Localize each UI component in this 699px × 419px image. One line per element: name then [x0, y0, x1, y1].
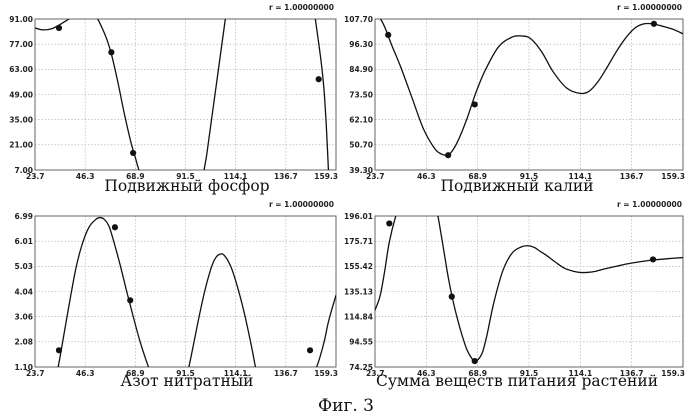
- y-tick-label: 114.84: [344, 312, 373, 321]
- chart-potassium: 23.746.368.991.5114.1136.7159.3107.7096.…: [344, 3, 685, 181]
- chart-plant-nutrients-sum: 23.746.368.991.5114.1136.7159.3196.01175…: [344, 174, 685, 378]
- y-tick-label: 175.71: [344, 237, 373, 246]
- data-point: [651, 21, 657, 27]
- plot-frame: [35, 19, 336, 170]
- y-tick-label: 107.70: [344, 15, 373, 24]
- data-point: [108, 49, 114, 55]
- y-tick-label: 96.30: [349, 40, 373, 49]
- y-tick-label: 84.90: [349, 65, 373, 74]
- y-tick-label: 73.50: [349, 90, 373, 99]
- r-label: r = 1.00000000: [617, 3, 682, 12]
- y-tick-label: 62.10: [349, 115, 373, 124]
- chart-phosphorus: 23.746.368.991.5114.1136.7159.391.0077.0…: [9, 3, 338, 181]
- series-line: [202, 10, 226, 181]
- plot-frame: [35, 216, 336, 367]
- y-tick-label: 135.13: [344, 287, 373, 296]
- y-tick-label: 4.04: [14, 287, 33, 296]
- caption-plant-nutrients-sum: Сумма веществ питания растений: [352, 372, 682, 390]
- y-tick-label: 6.01: [14, 237, 33, 246]
- y-tick-label: 50.70: [349, 141, 373, 150]
- y-tick-label: 7.00: [14, 166, 33, 175]
- y-tick-label: 196.01: [344, 212, 373, 221]
- data-point: [472, 101, 478, 107]
- y-tick-label: 39.30: [349, 166, 373, 175]
- chart-nitrate-nitrogen: 23.746.368.991.5114.1136.7159.36.996.015…: [14, 200, 338, 388]
- y-tick-label: 63.00: [9, 65, 33, 74]
- data-point: [449, 294, 455, 300]
- y-tick-label: 21.00: [9, 141, 33, 150]
- series-line: [313, 5, 329, 176]
- data-point: [650, 256, 656, 262]
- y-tick-label: 49.00: [9, 90, 33, 99]
- y-tick-label: 91.00: [9, 15, 33, 24]
- r-label: r = 1.00000000: [617, 200, 682, 209]
- y-tick-label: 5.03: [14, 262, 33, 271]
- r-label: r = 1.00000000: [269, 3, 334, 12]
- y-tick-label: 74.25: [349, 363, 373, 372]
- data-point: [130, 150, 136, 156]
- data-point: [56, 347, 62, 353]
- data-point: [445, 152, 451, 158]
- r-label: r = 1.00000000: [269, 200, 334, 209]
- data-point: [316, 76, 322, 82]
- series-line: [435, 199, 683, 362]
- figure: 23.746.368.991.5114.1136.7159.391.0077.0…: [0, 0, 699, 419]
- data-point: [307, 347, 313, 353]
- data-point: [112, 224, 118, 230]
- data-point: [385, 32, 391, 38]
- y-tick-label: 1.10: [14, 363, 33, 372]
- y-tick-label: 6.99: [14, 212, 33, 221]
- data-point: [386, 220, 392, 226]
- series-line: [56, 218, 156, 385]
- y-tick-label: 155.42: [344, 262, 373, 271]
- series-line: [184, 254, 255, 388]
- caption-potassium: Подвижный калий: [352, 177, 682, 195]
- y-tick-label: 94.55: [349, 338, 373, 347]
- charts-canvas: 23.746.368.991.5114.1136.7159.391.0077.0…: [0, 0, 699, 419]
- y-tick-label: 2.08: [14, 338, 33, 347]
- caption-phosphorus: Подвижный фосфор: [22, 177, 352, 195]
- data-point: [472, 358, 478, 364]
- y-tick-label: 3.06: [14, 312, 33, 321]
- y-tick-label: 35.00: [9, 115, 33, 124]
- y-tick-label: 77.00: [9, 40, 33, 49]
- figure-label: Фиг. 3: [318, 396, 374, 416]
- data-point: [56, 25, 62, 31]
- data-point: [127, 297, 133, 303]
- caption-nitrate-nitrogen: Азот нитратный: [22, 372, 352, 390]
